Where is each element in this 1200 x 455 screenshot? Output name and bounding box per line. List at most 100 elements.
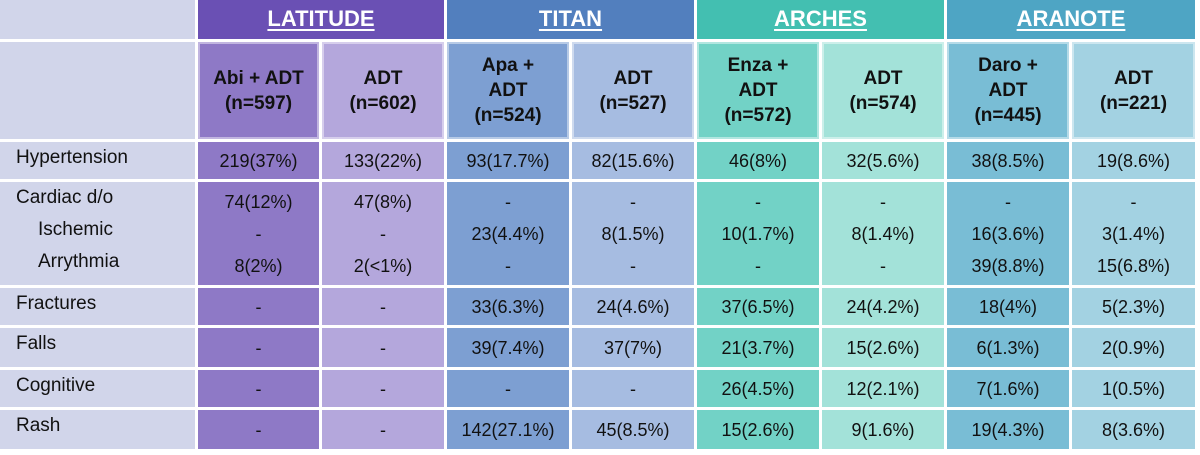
table-cell: 19(4.3%) bbox=[947, 410, 1069, 449]
table-cell-line: - bbox=[505, 255, 511, 276]
table-cell-line: 74(12%) bbox=[224, 191, 293, 212]
arm-header-line: ADT bbox=[488, 80, 528, 101]
table-cell: 26(4.5%) bbox=[697, 370, 819, 407]
table-cell-line: 39(8.8%) bbox=[971, 255, 1045, 276]
table-cell: - 16(3.6%) 39(8.8%) bbox=[947, 182, 1069, 285]
row-label-cognitive: Cognitive bbox=[0, 370, 195, 407]
table-cell: 74(12%) - 8(2%) bbox=[198, 182, 319, 285]
table-cell-line: - bbox=[880, 191, 886, 212]
table-cell: - bbox=[322, 288, 444, 325]
arm-header-titan-combo: Apa + ADT (n=524) bbox=[447, 42, 569, 139]
table-cell: - 8(1.5%) - bbox=[572, 182, 694, 285]
trial-header-aranote: ARANOTE bbox=[947, 0, 1195, 39]
arm-header-line: Daro + bbox=[978, 55, 1038, 76]
table-cell: - 3(1.4%) 15(6.8%) bbox=[1072, 182, 1195, 285]
table-cell-line: 32(5.6%) bbox=[846, 150, 920, 171]
table-cell-line: - bbox=[380, 337, 386, 358]
table-cell-line: 47(8%) bbox=[353, 191, 413, 212]
table-cell-line: 1(0.5%) bbox=[1101, 378, 1166, 399]
table-cell-line: 3(1.4%) bbox=[1101, 223, 1166, 244]
table-cell-line: - bbox=[630, 191, 636, 212]
row-label-fractures: Fractures bbox=[0, 288, 195, 325]
table-cell-line: - bbox=[505, 191, 511, 212]
table-cell: 8(3.6%) bbox=[1072, 410, 1195, 449]
table-cell: 32(5.6%) bbox=[822, 142, 944, 179]
table-cell-line: 15(2.6%) bbox=[721, 419, 795, 440]
arm-header-line: (n=221) bbox=[1099, 92, 1168, 114]
table-cell-line: 18(4%) bbox=[978, 296, 1038, 317]
table-cell-line: - bbox=[380, 223, 386, 244]
trial-header-arches: ARCHES bbox=[697, 0, 944, 39]
row-label-hypertension: Hypertension bbox=[0, 142, 195, 179]
table-cell: 6(1.3%) bbox=[947, 328, 1069, 367]
table-cell-line: 37(6.5%) bbox=[721, 296, 795, 317]
table-cell: 219(37%) bbox=[198, 142, 319, 179]
arm-header-line: ADT bbox=[863, 67, 903, 89]
arm-header-latitude-adt: ADT (n=602) bbox=[322, 42, 444, 139]
row-label-line: Ischemic bbox=[38, 219, 113, 240]
arm-header-line: Abi + ADT bbox=[213, 67, 304, 89]
table-cell-line: 15(2.6%) bbox=[846, 337, 920, 358]
table-cell-line: 19(8.6%) bbox=[1096, 150, 1171, 171]
table-cell: - bbox=[572, 370, 694, 407]
table-cell: 93(17.7%) bbox=[447, 142, 569, 179]
table-cell: - bbox=[198, 370, 319, 407]
arm-header-line: (n=527) bbox=[599, 92, 667, 114]
table-cell: 37(6.5%) bbox=[697, 288, 819, 325]
table-cell-line: - bbox=[255, 337, 262, 358]
trial-header-latitude: LATITUDE bbox=[198, 0, 444, 39]
table-cell-line: 37(7%) bbox=[603, 337, 663, 358]
table-cell-line: 142(27.1%) bbox=[461, 419, 555, 440]
table-cell: 39(7.4%) bbox=[447, 328, 569, 367]
table-cell-line: 7(1.6%) bbox=[976, 378, 1040, 399]
table-cell-line: 5(2.3%) bbox=[1101, 296, 1166, 317]
arm-header-arches-combo: Enza + ADT (n=572) bbox=[697, 42, 819, 139]
corner-cell bbox=[0, 42, 195, 139]
table-cell-line: - bbox=[630, 255, 636, 276]
table-cell: 24(4.2%) bbox=[822, 288, 944, 325]
arm-header-aranote-combo: Daro + ADT (n=445) bbox=[947, 42, 1069, 139]
table-cell: 142(27.1%) bbox=[447, 410, 569, 449]
table-cell-line: - bbox=[380, 378, 386, 399]
table-cell: 38(8.5%) bbox=[947, 142, 1069, 179]
table-cell: - bbox=[198, 288, 319, 325]
arm-header-line: (n=574) bbox=[849, 92, 917, 114]
row-label-line: Fractures bbox=[16, 293, 97, 314]
arm-header-aranote-adt: ADT (n=221) bbox=[1072, 42, 1195, 139]
table-cell-line: 9(1.6%) bbox=[851, 419, 915, 440]
table-cell-line: 33(6.3%) bbox=[471, 296, 545, 317]
row-label-falls: Falls bbox=[0, 328, 195, 367]
row-label-line: Cognitive bbox=[16, 375, 96, 396]
table-cell: 21(3.7%) bbox=[697, 328, 819, 367]
table-cell-line: - bbox=[880, 255, 886, 276]
table-cell-line: 45(8.5%) bbox=[596, 419, 670, 440]
arm-header-line: (n=602) bbox=[349, 92, 417, 114]
table-cell: - 10(1.7%) - bbox=[697, 182, 819, 285]
trial-header-titan: TITAN bbox=[447, 0, 694, 39]
table-cell-line: 19(4.3%) bbox=[971, 419, 1045, 440]
table-cell-line: 10(1.7%) bbox=[721, 223, 795, 244]
table-cell-line: - bbox=[255, 419, 262, 440]
table-cell: 82(15.6%) bbox=[572, 142, 694, 179]
table-cell-line: 24(4.6%) bbox=[596, 296, 670, 317]
table-cell: 133(22%) bbox=[322, 142, 444, 179]
row-label-line: Cardiac d/o bbox=[16, 187, 114, 208]
table-cell: 33(6.3%) bbox=[447, 288, 569, 325]
table-cell-line: 8(1.4%) bbox=[851, 223, 915, 244]
table-cell-line: 23(4.4%) bbox=[471, 223, 545, 244]
table-cell-line: - bbox=[1130, 191, 1137, 212]
table-cell-line: - bbox=[1005, 191, 1011, 212]
table-cell-line: 15(6.8%) bbox=[1096, 255, 1171, 276]
table-cell: 15(2.6%) bbox=[822, 328, 944, 367]
table-cell: 45(8.5%) bbox=[572, 410, 694, 449]
table-cell-line: 24(4.2%) bbox=[846, 296, 920, 317]
table-cell-line: 93(17.7%) bbox=[466, 150, 550, 171]
table-cell: - bbox=[447, 370, 569, 407]
corner-cell bbox=[0, 0, 195, 39]
arm-header-arches-adt: ADT (n=574) bbox=[822, 42, 944, 139]
row-label-rash: Rash bbox=[0, 410, 195, 449]
arm-header-line: ADT bbox=[738, 80, 778, 101]
table-cell-line: 6(1.3%) bbox=[976, 337, 1040, 358]
table-cell: - bbox=[198, 328, 319, 367]
